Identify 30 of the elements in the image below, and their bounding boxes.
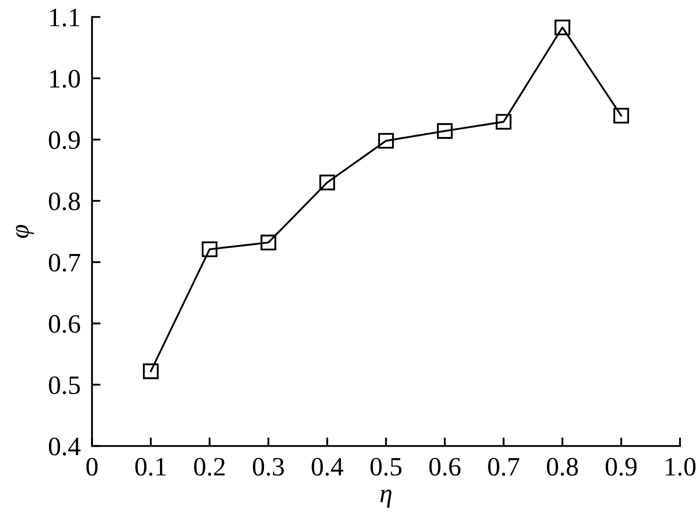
x-tick-label: 0.9: [606, 458, 637, 476]
x-tick-label: 0.7: [488, 458, 520, 476]
x-tick-label: 0.3: [252, 458, 284, 476]
point: [202, 241, 218, 258]
x-axis-title: η: [380, 490, 392, 508]
x-tick-label: 0.1: [135, 458, 166, 476]
point: [554, 20, 570, 36]
point: [436, 123, 453, 139]
point: [319, 174, 336, 190]
y-tick-label: 0.4: [48, 438, 80, 456]
y-tick-label: 0.8: [48, 192, 80, 210]
point: [496, 114, 512, 130]
x-tick-label: 0.8: [546, 458, 578, 476]
x-tick-label: 0: [86, 458, 98, 476]
y-tick-label: 0.6: [48, 315, 80, 333]
x-tick-label: 0.4: [312, 458, 344, 476]
y-tick-label: 1.0: [50, 70, 80, 88]
point: [260, 234, 276, 250]
point: [378, 132, 394, 149]
x-tick-label: 0.5: [370, 458, 402, 476]
x-tick-label: 1.0: [666, 458, 696, 476]
point: [613, 108, 630, 124]
point: [142, 363, 159, 380]
y-tick-label: 1.1: [50, 8, 80, 27]
x-tick-label: 0.2: [194, 458, 225, 476]
y-tick-label: 0.5: [48, 376, 80, 394]
x-tick-label: 0.6: [429, 458, 461, 476]
y-axis-title: φ: [16, 224, 34, 238]
y-tick-label: 0.7: [48, 254, 80, 272]
y-tick-label: 0.9: [48, 131, 80, 150]
